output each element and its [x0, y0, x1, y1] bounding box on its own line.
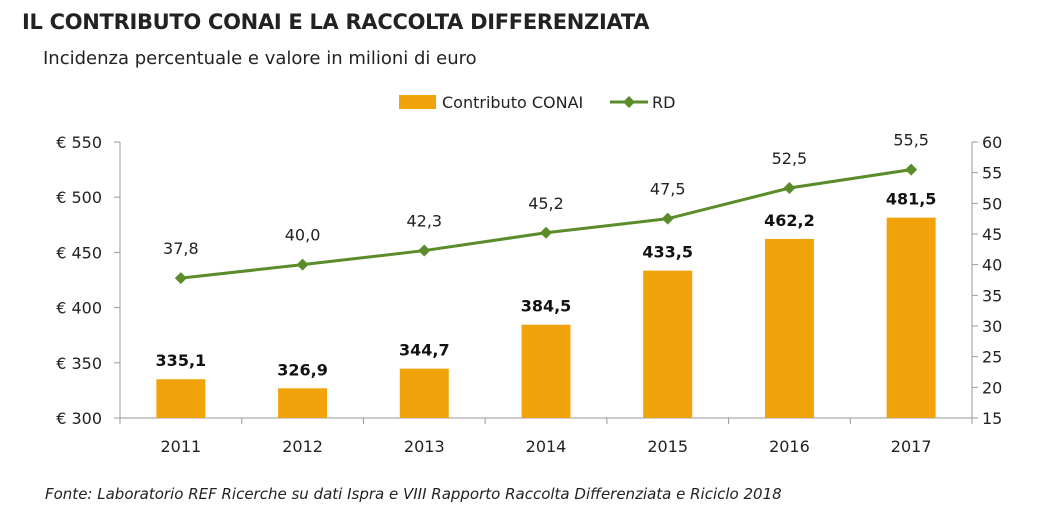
rd-point [540, 226, 552, 239]
left-tick-label: € 350 [56, 354, 102, 373]
right-tick-label: 60 [982, 133, 1002, 152]
source-note: Fonte: Laboratorio REF Ricerche su dati … [45, 485, 782, 503]
rd-point [905, 163, 918, 176]
right-tick-label: 25 [982, 348, 1002, 367]
legend-label-rd: RD [652, 93, 675, 112]
x-tick-label: 2017 [891, 437, 932, 456]
x-tick-label: 2012 [282, 437, 323, 456]
right-tick-label: 20 [982, 378, 1002, 397]
left-tick-label: € 300 [56, 409, 102, 428]
bar-value-label: 433,5 [642, 243, 693, 262]
bar-contributo-conai [521, 324, 571, 418]
bar-value-label: 344,7 [399, 341, 450, 360]
legend-label-contributo: Contributo CONAI [442, 93, 583, 112]
right-tick-label: 15 [982, 409, 1002, 428]
chart-title: IL CONTRIBUTO CONAI E LA RACCOLTA DIFFER… [22, 10, 650, 34]
bar-contributo-conai [278, 388, 328, 418]
left-tick-label: € 500 [56, 188, 102, 207]
right-tick-label: 40 [982, 256, 1002, 275]
rd-value-label: 37,8 [163, 239, 199, 258]
bar-contributo-conai [399, 368, 449, 418]
x-tick-label: 2015 [647, 437, 688, 456]
right-tick-label: 35 [982, 286, 1002, 305]
bar-contributo-conai [886, 217, 936, 418]
bar-contributo-conai [156, 379, 206, 418]
x-tick-label: 2013 [404, 437, 445, 456]
bar-value-label: 335,1 [156, 351, 207, 370]
bar-contributo-conai [764, 238, 814, 418]
bar-value-label: 481,5 [886, 190, 937, 209]
right-tick-label: 55 [982, 164, 1002, 183]
rd-value-label: 42,3 [406, 212, 442, 231]
bar-contributo-conai [643, 270, 693, 418]
rd-point [661, 212, 674, 225]
left-tick-label: € 550 [56, 133, 102, 152]
right-tick-label: 45 [982, 225, 1002, 244]
bar-value-label: 326,9 [277, 360, 328, 379]
legend-swatch-rd-marker [623, 96, 635, 108]
left-tick-label: € 400 [56, 299, 102, 318]
rd-value-label: 45,2 [528, 194, 564, 213]
rd-value-label: 40,0 [285, 226, 321, 245]
left-tick-label: € 450 [56, 243, 102, 262]
rd-value-label: 55,5 [893, 131, 929, 150]
right-tick-label: 30 [982, 317, 1002, 336]
rd-point [783, 182, 796, 194]
x-tick-label: 2016 [769, 437, 810, 456]
rd-value-label: 47,5 [650, 180, 686, 199]
x-tick-label: 2011 [160, 437, 201, 456]
legend-swatch-contributo [399, 95, 436, 109]
chart-subtitle: Incidenza percentuale e valore in milion… [43, 48, 477, 69]
rd-point [296, 258, 309, 271]
right-tick-label: 50 [982, 194, 1002, 213]
bar-value-label: 462,2 [764, 211, 815, 230]
rd-point [418, 244, 431, 257]
bar-value-label: 384,5 [521, 297, 572, 316]
x-tick-label: 2014 [526, 437, 567, 456]
rd-point [174, 272, 187, 285]
rd-value-label: 52,5 [772, 149, 808, 168]
